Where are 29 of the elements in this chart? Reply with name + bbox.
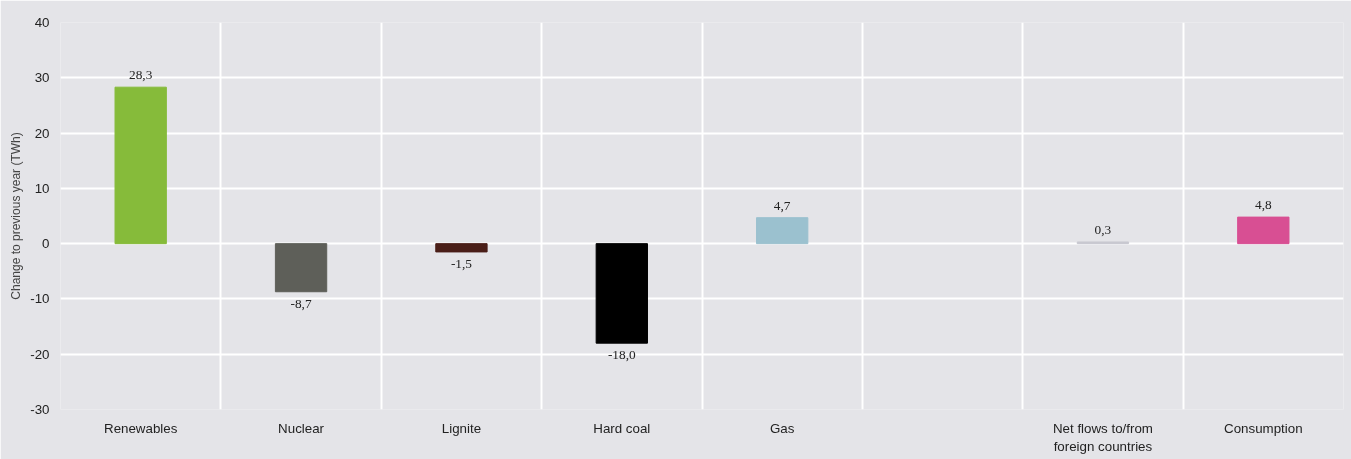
y-tick-label: -30 <box>30 402 50 417</box>
x-tick-label: Renewables <box>104 420 178 436</box>
x-tick-label: Net flows to/from foreign countries <box>1052 420 1153 454</box>
x-tick-label: Nuclear <box>278 420 325 436</box>
y-axis-title: Change to previous year (TWh) <box>9 132 24 300</box>
y-tick-label: 10 <box>34 180 50 196</box>
data-label: 4,8 <box>1254 197 1272 213</box>
bar <box>756 217 809 245</box>
y-tick-label: 30 <box>34 70 50 86</box>
data-label: 4,7 <box>773 197 791 213</box>
data-label: -1,5 <box>450 255 473 271</box>
x-tick-label: Consumption <box>1224 420 1303 436</box>
bar <box>435 243 488 253</box>
x-tick-label: Gas <box>769 420 795 436</box>
data-label: 28,3 <box>129 67 153 83</box>
x-tick-label: Lignite <box>441 420 482 436</box>
data-label: -8,7 <box>290 295 312 311</box>
data-label: -18,0 <box>607 347 637 363</box>
bar <box>1237 216 1290 245</box>
bar <box>274 243 328 293</box>
y-tick-label: -20 <box>30 346 50 362</box>
bar <box>595 243 648 344</box>
y-tick-label: 40 <box>34 15 50 30</box>
y-tick-label: -10 <box>30 291 50 307</box>
bar <box>114 86 167 245</box>
x-tick-label: Hard coal <box>593 420 651 436</box>
y-tick-label: 20 <box>34 125 50 141</box>
data-label: 0,3 <box>1094 221 1112 237</box>
y-tick-label: 0 <box>42 236 50 252</box>
